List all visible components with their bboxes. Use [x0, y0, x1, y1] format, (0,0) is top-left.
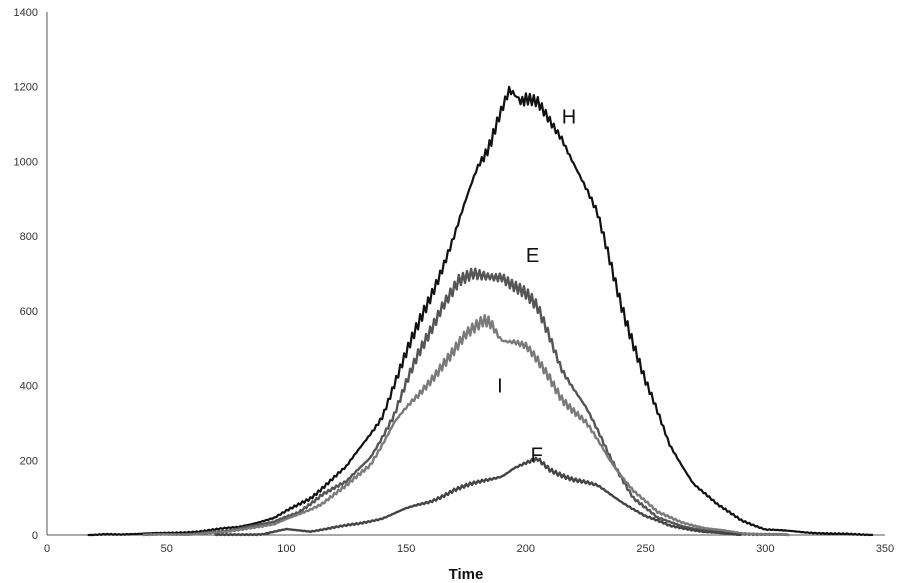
y-tick-label: 200 [20, 455, 38, 467]
x-tick-label: 300 [756, 543, 774, 555]
series-label-e: E [526, 245, 539, 267]
x-tick-label: 0 [44, 543, 50, 555]
y-tick-label: 400 [20, 381, 38, 393]
series-line-h [87, 85, 874, 537]
y-tick-label: 1200 [14, 82, 38, 94]
x-tick-label: 100 [277, 543, 295, 555]
x-tick-label: 250 [636, 543, 654, 555]
series-annotations: H E I F [497, 107, 576, 467]
series-label-i: I [497, 376, 503, 398]
series-label-h: H [562, 107, 576, 129]
x-tick-label: 350 [876, 543, 894, 555]
series-lines [87, 85, 874, 537]
series-line-e [142, 267, 790, 537]
x-axis-title: Time [449, 566, 484, 583]
x-tick-label: 150 [397, 543, 415, 555]
series-label-f: F [531, 445, 543, 467]
tick-labels: 0 50 100 150 200 250 300 350 0 200 400 600 800 1000 12… [14, 7, 895, 555]
series-line-f [214, 456, 742, 537]
x-tick-label: 200 [517, 543, 535, 555]
y-tick-label: 0 [32, 530, 38, 542]
y-tick-label: 1000 [14, 156, 38, 168]
x-tick-label: 50 [161, 543, 173, 555]
y-tick-label: 600 [20, 306, 38, 318]
y-tick-label: 1400 [14, 7, 38, 19]
y-tick-label: 800 [20, 231, 38, 243]
series-line-i [142, 314, 790, 537]
